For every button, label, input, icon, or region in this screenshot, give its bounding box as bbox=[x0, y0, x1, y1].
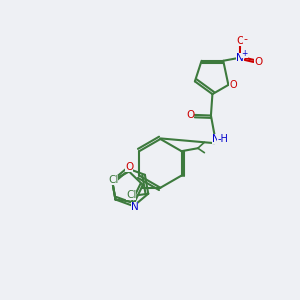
Text: N: N bbox=[236, 53, 244, 63]
Text: O: O bbox=[236, 36, 244, 46]
Text: Cl: Cl bbox=[108, 175, 118, 185]
Text: Cl: Cl bbox=[126, 190, 136, 200]
Text: O: O bbox=[125, 162, 133, 172]
Text: +: + bbox=[241, 50, 248, 58]
Text: O: O bbox=[229, 80, 237, 90]
Text: N: N bbox=[212, 134, 220, 144]
Text: O: O bbox=[254, 57, 263, 67]
Text: -: - bbox=[243, 34, 247, 44]
Text: N: N bbox=[130, 202, 138, 212]
Text: -H: -H bbox=[217, 134, 228, 144]
Text: O: O bbox=[186, 110, 194, 120]
